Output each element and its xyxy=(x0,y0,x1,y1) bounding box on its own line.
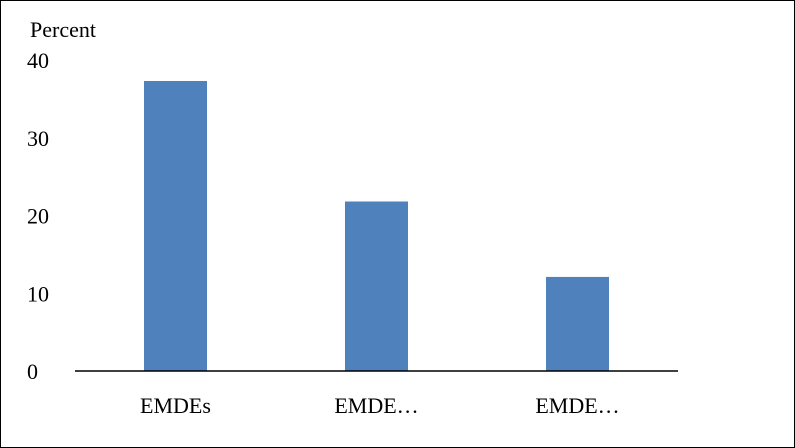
y-tick-label: 20 xyxy=(27,204,49,229)
y-tick-label: 30 xyxy=(27,126,49,151)
category-label: EMDEs xyxy=(140,393,211,418)
y-axis-unit-label: Percent xyxy=(30,17,96,42)
bar xyxy=(546,276,609,371)
bars xyxy=(144,80,609,372)
y-tick-label: 0 xyxy=(27,359,38,384)
category-label: EMDE… xyxy=(334,393,418,418)
y-axis-ticks: 0 10 20 30 40 xyxy=(27,48,49,384)
bar xyxy=(345,201,408,371)
y-tick-label: 40 xyxy=(27,48,49,73)
y-tick-label: 10 xyxy=(27,281,49,306)
bar xyxy=(144,80,207,372)
x-axis-category-labels: EMDEs EMDE… EMDE… xyxy=(140,393,620,418)
category-label: EMDE… xyxy=(535,393,619,418)
